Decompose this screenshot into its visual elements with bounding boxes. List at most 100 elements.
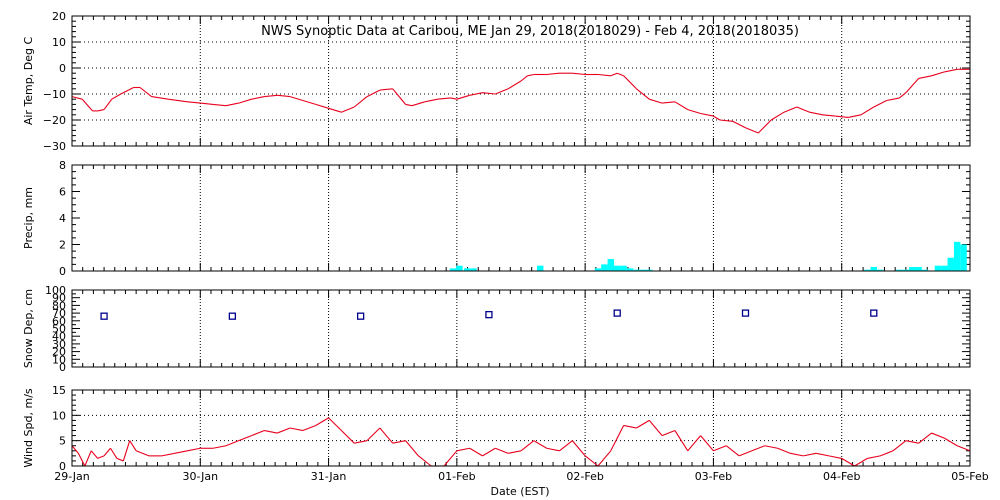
- temp-line-segment: [405, 103, 413, 107]
- precip-bar: [470, 268, 477, 271]
- wind-line-segment: [661, 430, 676, 437]
- wind-line-segment: [187, 447, 201, 452]
- temp-line-segment: [264, 94, 278, 98]
- wind-line-segment: [854, 457, 868, 467]
- wind-line-segment: [571, 440, 586, 457]
- temp-line-segment: [238, 98, 252, 104]
- panel-frame: [71, 389, 971, 467]
- temp-line-segment: [225, 102, 239, 107]
- wind-line-segment: [803, 452, 817, 457]
- precip-bar: [601, 264, 608, 271]
- snow-depth-point: [356, 312, 365, 320]
- snow-depth-point: [870, 309, 878, 317]
- y-tick-label: 4: [59, 212, 66, 225]
- temp-line-segment: [120, 89, 129, 95]
- temp-line-segment: [662, 101, 675, 104]
- temp-line-segment: [251, 96, 265, 100]
- temp-line-segment: [128, 87, 134, 91]
- panel-frame: [71, 289, 971, 368]
- temp-line-segment: [424, 98, 438, 103]
- temp-line-segment: [111, 93, 122, 100]
- precip-bar: [646, 269, 653, 271]
- precip-bar: [953, 241, 961, 271]
- wind-line-segment: [905, 440, 919, 444]
- wind-line-segment: [892, 440, 907, 452]
- wind-line-segment: [135, 450, 150, 457]
- temp-line-segment: [719, 119, 733, 122]
- precip-bar: [947, 257, 954, 271]
- y-tick-label: −10: [43, 88, 66, 101]
- wind-line-segment: [713, 445, 727, 452]
- precip-bar: [639, 269, 647, 271]
- temp-line-segment: [411, 101, 425, 107]
- precip-bar: [870, 267, 877, 271]
- wind-line-segment: [956, 445, 971, 452]
- y-tick-label: 0: [59, 361, 66, 374]
- wind-line-segment: [366, 427, 381, 442]
- wind-line-segment: [725, 445, 740, 457]
- y-tick-label: 80: [52, 299, 66, 312]
- panel-precip: 8 6 4 2 0 Precip, mm: [22, 159, 971, 278]
- wind-line-segment: [129, 440, 137, 452]
- y-tick-label: −20: [43, 114, 66, 127]
- wind-line-segment: [122, 440, 131, 462]
- x-tick-label: 03-Feb: [695, 470, 732, 483]
- precip-bar: [941, 265, 948, 271]
- temp-line-segment: [757, 119, 772, 134]
- temp-line-segment: [366, 89, 381, 98]
- wind-line-segment: [918, 432, 932, 444]
- temp-line-segment: [139, 87, 152, 98]
- wind-line-segment: [623, 424, 637, 429]
- precip-bar: [449, 268, 457, 271]
- y-tick-label: 0: [59, 265, 66, 278]
- precip-bar: [864, 269, 871, 271]
- x-axis-label: Date (EST): [490, 485, 549, 498]
- temp-line-segment: [187, 101, 201, 104]
- wind-line-segment: [213, 445, 227, 449]
- temp-line-segment: [103, 98, 113, 110]
- x-tick-label: 31-Jan: [311, 470, 347, 483]
- wind-line-segment: [584, 455, 599, 467]
- temp-line-segment: [213, 103, 226, 107]
- temp-line-segment: [495, 88, 509, 95]
- temp-line-segment: [796, 106, 810, 113]
- y-axis-label: Air Temp, Deg C: [22, 37, 35, 126]
- y-tick-label: 70: [52, 307, 66, 320]
- wind-line-segment: [495, 447, 509, 454]
- wind-line-segment: [315, 417, 329, 426]
- temp-line-segment: [822, 114, 836, 117]
- wind-line-segment: [867, 455, 881, 459]
- precip-bar: [934, 265, 942, 271]
- precip-bar: [896, 269, 903, 271]
- temp-line-segment: [597, 73, 611, 77]
- precip-bar: [607, 259, 615, 271]
- temp-line-segment: [783, 106, 798, 113]
- x-tick-label: 01-Feb: [438, 470, 475, 483]
- wind-line-segment: [277, 427, 291, 434]
- wind-line-segment: [90, 450, 99, 459]
- precip-bar: [633, 269, 640, 271]
- snow-depth-point: [485, 310, 493, 319]
- wind-line-segment: [931, 432, 945, 439]
- temp-line-segment: [905, 78, 920, 94]
- y-tick-label: 60: [52, 315, 66, 328]
- wind-line-segment: [161, 452, 175, 457]
- temp-line-segment: [835, 115, 849, 118]
- temp-line-segment: [636, 88, 650, 100]
- x-tick-label: 05-Feb: [951, 470, 988, 483]
- wind-line-segment: [777, 447, 791, 454]
- y-tick-label: 0: [59, 460, 66, 473]
- temp-line-segment: [450, 97, 457, 100]
- temp-line-segment: [289, 96, 304, 102]
- wind-line-segment: [392, 440, 406, 444]
- temp-line-segment: [899, 92, 907, 99]
- wind-line-segment: [520, 440, 535, 452]
- precip-bar: [620, 265, 627, 271]
- temp-line-segment: [873, 100, 887, 108]
- y-tick-label: 10: [52, 353, 66, 366]
- y-tick-label: 90: [52, 292, 66, 305]
- y-tick-label: 8: [59, 159, 66, 172]
- temp-line-segment: [398, 96, 406, 105]
- wind-line-segment: [354, 440, 368, 444]
